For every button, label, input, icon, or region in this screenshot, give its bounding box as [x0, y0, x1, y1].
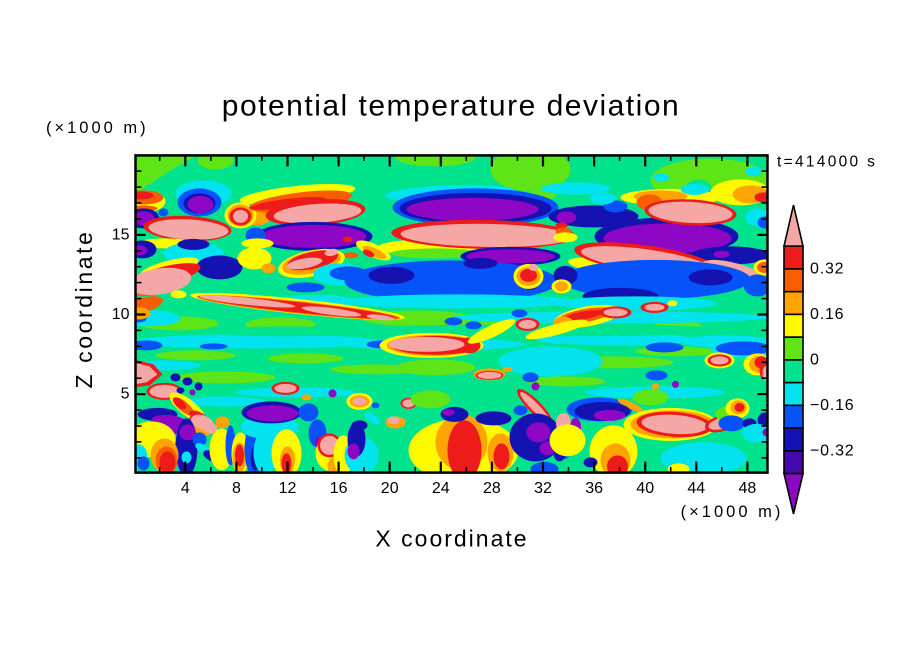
- svg-text:t=414000 s: t=414000 s: [777, 154, 877, 171]
- svg-text:44: 44: [687, 480, 705, 497]
- svg-text:(×1000 m): (×1000 m): [681, 503, 784, 521]
- svg-text:5: 5: [121, 386, 130, 403]
- svg-text:24: 24: [432, 480, 450, 497]
- svg-text:4: 4: [181, 480, 190, 497]
- svg-text:20: 20: [381, 480, 399, 497]
- svg-text:X coordinate: X coordinate: [375, 526, 528, 552]
- svg-text:−0.32: −0.32: [810, 442, 854, 459]
- svg-text:40: 40: [636, 480, 654, 497]
- svg-text:32: 32: [534, 480, 552, 497]
- svg-text:28: 28: [483, 480, 501, 497]
- svg-text:12: 12: [279, 480, 297, 497]
- svg-text:potential temperature deviatio: potential temperature deviation: [222, 90, 680, 123]
- svg-text:0.16: 0.16: [810, 306, 844, 323]
- svg-text:Z coordinate: Z coordinate: [71, 229, 97, 388]
- svg-text:0.32: 0.32: [810, 261, 844, 278]
- svg-text:36: 36: [585, 480, 603, 497]
- svg-text:15: 15: [112, 226, 130, 243]
- svg-text:8: 8: [232, 480, 241, 497]
- svg-text:0: 0: [810, 351, 820, 368]
- svg-text:10: 10: [112, 306, 130, 323]
- svg-text:48: 48: [739, 480, 757, 497]
- svg-text:−0.16: −0.16: [810, 397, 854, 414]
- svg-text:(×1000 m): (×1000 m): [46, 119, 149, 137]
- svg-text:16: 16: [330, 480, 348, 497]
